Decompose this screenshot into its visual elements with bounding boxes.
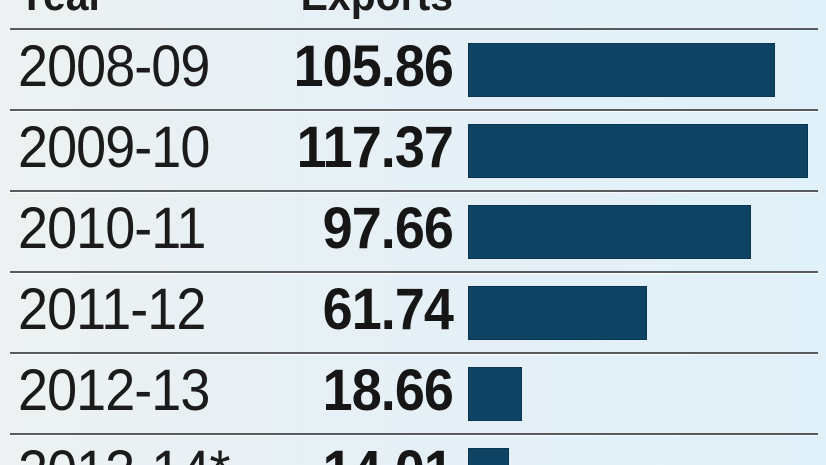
export-bar (468, 204, 751, 259)
export-value: 97.66 (322, 196, 454, 261)
table-row: 2009-10 117.37 (10, 111, 818, 192)
export-bar (468, 42, 775, 97)
exports-column-header: Exports (267, 0, 453, 18)
year-label: 2012-13 (18, 358, 210, 423)
table-row: 2012-13 18.66 (10, 354, 818, 435)
export-bar (468, 123, 808, 178)
export-value: 105.86 (293, 34, 454, 99)
year-label: 2011-12 (18, 277, 206, 342)
table-header-row: Year Exports (10, 0, 818, 30)
export-value: 61.74 (322, 277, 454, 342)
export-value: 18.66 (322, 358, 454, 423)
year-column-header: Year (18, 0, 237, 18)
year-label: 2013-14* (18, 438, 237, 465)
year-label: 2008-09 (18, 34, 210, 99)
export-value: 117.37 (296, 115, 454, 180)
table-row: 2010-11 97.66 (10, 192, 818, 273)
export-bar (468, 285, 647, 340)
export-value: 14.01 (267, 438, 454, 465)
export-bar (468, 366, 522, 421)
table-row: 2008-09 105.86 (10, 30, 818, 111)
table-row: 2013-14* 14.01 (10, 435, 818, 465)
export-bar (468, 447, 509, 465)
table-row: 2011-12 61.74 (10, 273, 818, 354)
year-label: 2010-11 (18, 196, 206, 261)
year-label: 2009-10 (18, 115, 210, 180)
